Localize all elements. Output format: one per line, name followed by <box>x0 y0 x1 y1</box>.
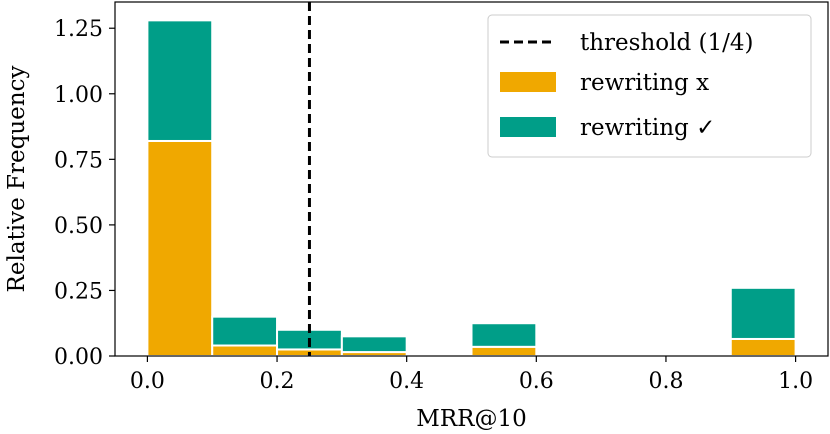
x-tick-label: 0.0 <box>130 369 165 394</box>
legend-threshold-label: threshold (1/4) <box>580 30 753 56</box>
legend-rewriting-x-swatch <box>500 72 556 92</box>
bar-rewriting-check-bin-9 <box>729 286 797 340</box>
y-axis-label: Relative Frequency <box>4 66 30 293</box>
legend-rewriting-x-label: rewriting x <box>580 70 709 96</box>
legend-box <box>487 14 812 158</box>
y-tick-label: 1.00 <box>54 83 103 108</box>
bar-rewriting-check-bin-3 <box>340 335 408 354</box>
bar-rewriting-check-bin-1 <box>211 315 279 347</box>
legend: threshold (1/4) rewriting x rewriting ✓ <box>487 14 812 158</box>
y-tick-label: 0.00 <box>54 345 103 370</box>
x-axis-ticks: 0.0 0.2 0.4 0.6 0.8 1.0 <box>130 356 813 394</box>
x-tick-label: 0.8 <box>648 369 683 394</box>
bar-rewriting-check-bin-5 <box>470 322 538 348</box>
x-axis-label: MRR@10 <box>416 406 526 432</box>
y-tick-label: 0.25 <box>54 279 103 304</box>
bar-rewriting-x-bin-0 <box>146 139 214 357</box>
legend-rewriting-check-swatch <box>500 117 556 137</box>
y-axis-ticks: 0.00 0.25 0.50 0.75 1.00 1.25 <box>54 17 115 370</box>
x-tick-label: 0.4 <box>389 369 424 394</box>
bars-group <box>146 19 797 358</box>
bar-rewriting-check-bin-0 <box>146 19 214 142</box>
y-tick-label: 0.50 <box>54 214 103 239</box>
x-tick-label: 0.6 <box>519 369 554 394</box>
plot-frame <box>114 1 829 357</box>
y-tick-label: 1.25 <box>54 17 103 42</box>
bar-rewriting-x-bin-1 <box>211 344 279 357</box>
bar-rewriting-x-bin-5 <box>470 345 538 358</box>
legend-rewriting-check-label: rewriting ✓ <box>580 115 715 141</box>
bar-rewriting-x-bin-9 <box>729 337 797 358</box>
x-tick-label: 0.2 <box>260 369 295 394</box>
x-tick-label: 1.0 <box>778 369 813 394</box>
y-tick-label: 0.75 <box>54 148 103 173</box>
